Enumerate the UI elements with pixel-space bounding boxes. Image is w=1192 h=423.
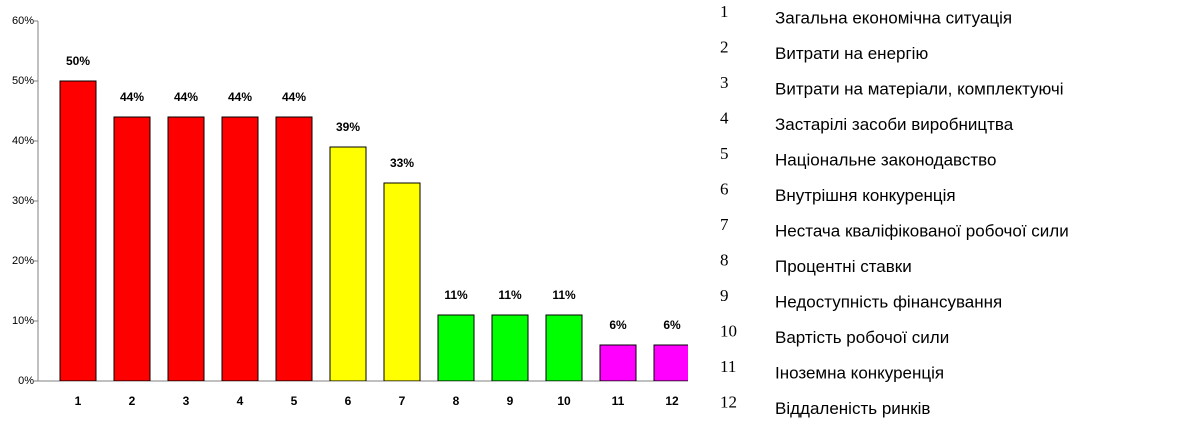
value-label: 11% bbox=[498, 288, 522, 302]
legend-text: Нестача кваліфікованої робочої сили bbox=[775, 221, 1069, 240]
y-tick-label: 30% bbox=[12, 195, 34, 207]
y-tick-label: 10% bbox=[12, 315, 34, 327]
x-tick-label: 5 bbox=[291, 394, 298, 408]
legend-text: Недоступність фінансування bbox=[775, 292, 1002, 311]
y-tick-label: 40% bbox=[12, 135, 34, 147]
x-tick-label: 8 bbox=[453, 394, 460, 408]
bar bbox=[59, 80, 97, 381]
legend-text: Загальна економічна ситуація bbox=[775, 8, 1012, 27]
bar bbox=[383, 182, 421, 381]
bar bbox=[491, 314, 529, 381]
legend-number: 7 bbox=[720, 215, 729, 234]
x-tick-label: 12 bbox=[665, 394, 679, 408]
x-tick-label: 11 bbox=[612, 394, 625, 408]
legend-number: 12 bbox=[720, 392, 737, 411]
bar bbox=[329, 146, 367, 381]
x-tick-label: 2 bbox=[129, 394, 136, 408]
bar bbox=[599, 344, 637, 381]
bar bbox=[437, 314, 475, 381]
value-label: 50% bbox=[66, 54, 90, 68]
value-label: 6% bbox=[609, 318, 627, 332]
legend-text: Національне законодавство bbox=[775, 150, 996, 169]
x-tick-label: 6 bbox=[345, 394, 352, 408]
bars bbox=[59, 80, 688, 381]
value-label: 44% bbox=[174, 90, 198, 104]
y-tick-label: 50% bbox=[12, 75, 34, 87]
legend-number: 8 bbox=[720, 250, 729, 269]
value-label: 44% bbox=[120, 90, 144, 104]
legend-number: 10 bbox=[720, 321, 737, 340]
legend-number: 9 bbox=[720, 286, 729, 305]
value-label: 11% bbox=[552, 288, 576, 302]
bar bbox=[275, 116, 313, 381]
value-label: 39% bbox=[336, 120, 360, 134]
legend-text: Вартість робочої сили bbox=[775, 328, 949, 347]
legend-text: Витрати на матеріали, комплектуючі bbox=[775, 79, 1064, 98]
legend-number: 4 bbox=[720, 108, 729, 127]
legend-number: 11 bbox=[720, 357, 736, 376]
value-label: 44% bbox=[282, 90, 306, 104]
x-tick-label: 10 bbox=[557, 394, 571, 408]
bar bbox=[113, 116, 151, 381]
x-tick-label: 9 bbox=[507, 394, 514, 408]
legend-text: Внутрішня конкуренція bbox=[775, 186, 956, 205]
legend-number: 5 bbox=[720, 144, 729, 163]
value-label: 11% bbox=[444, 288, 468, 302]
legend-text: Іноземна конкуренція bbox=[775, 363, 944, 382]
x-tick-label: 7 bbox=[399, 394, 406, 408]
x-tick-label: 1 bbox=[75, 394, 82, 408]
legend-number: 1 bbox=[720, 2, 729, 21]
x-tick-label: 4 bbox=[237, 394, 244, 408]
legend-text: Процентні ставки bbox=[775, 257, 912, 276]
y-tick-label: 60% bbox=[12, 15, 34, 27]
legend-text: Витрати на енергію bbox=[775, 44, 928, 63]
bar bbox=[653, 344, 688, 381]
x-tick-label: 3 bbox=[183, 394, 190, 408]
value-label: 44% bbox=[228, 90, 252, 104]
legend-number: 3 bbox=[720, 73, 729, 92]
legend-text: Віддаленість ринків bbox=[775, 399, 930, 418]
value-label: 33% bbox=[390, 156, 414, 170]
bar bbox=[221, 116, 259, 381]
y-tick-label: 20% bbox=[12, 255, 34, 267]
bar bbox=[167, 116, 205, 381]
y-tick-label: 0% bbox=[18, 375, 34, 387]
legend-number: 2 bbox=[720, 37, 729, 56]
legend-number: 6 bbox=[720, 179, 729, 198]
value-label: 6% bbox=[663, 318, 681, 332]
legend-text: Застарілі засоби виробництва bbox=[775, 115, 1014, 134]
bar bbox=[545, 314, 583, 381]
